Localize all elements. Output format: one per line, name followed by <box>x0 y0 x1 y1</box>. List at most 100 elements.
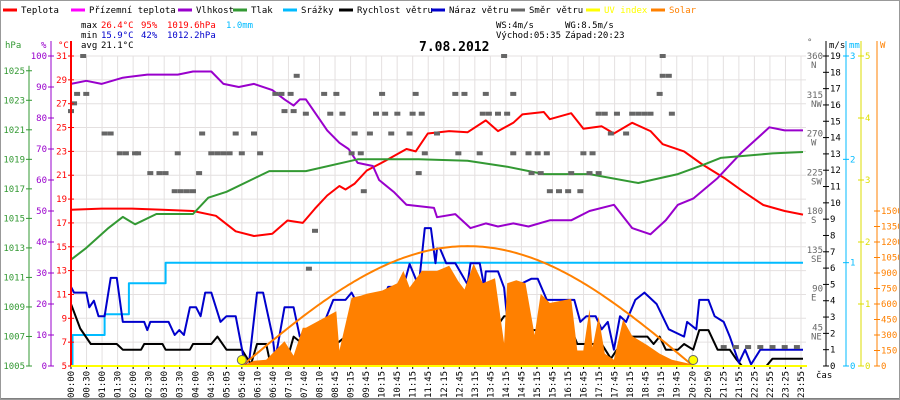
wind-direction-point <box>177 189 184 194</box>
legend-item: Směr větru <box>511 6 583 16</box>
legend-label: Tlak <box>251 6 273 16</box>
x-tick-label: 21:25 <box>719 371 729 398</box>
x-tick-label: 11:15 <box>409 371 419 398</box>
series-sr-ky-line <box>71 261 803 367</box>
direction-tick-value: 360 <box>807 52 823 62</box>
wind-direction-point <box>135 151 142 156</box>
stat-max-humidity: 95% <box>141 21 158 31</box>
stat-min-humidity: 42% <box>141 31 158 41</box>
wind-direction-point <box>510 151 517 156</box>
direction-tick-compass: SE <box>811 255 822 265</box>
uv-tick-label: 1 <box>865 300 870 310</box>
stat-min-label: min <box>81 31 97 41</box>
humidity-tick-label: 100 <box>31 52 47 62</box>
solar-tick-label: 1500 <box>881 207 900 217</box>
wind-direction-point <box>379 91 386 96</box>
wind-direction-point <box>101 131 108 136</box>
temperature-tick-label: 21 <box>56 171 67 181</box>
wind-direction-point <box>595 171 602 176</box>
stat-sunset: Západ:20:23 <box>565 31 625 41</box>
x-tick-label: 22:25 <box>750 371 760 398</box>
humidity-tick-label: 30 <box>36 269 47 279</box>
wind-tick-label: 8 <box>830 231 835 241</box>
x-tick-label: 23:55 <box>797 371 807 398</box>
wind-direction-point <box>568 171 575 176</box>
stat-max-pressure: 1019.6hPa <box>167 21 216 31</box>
temperature-tick-label: 15 <box>56 243 67 253</box>
x-tick-label: 19:15 <box>657 371 667 398</box>
wind-direction-point <box>501 54 508 58</box>
solar-tick-label: 1350 <box>881 223 900 233</box>
stat-sunrise: Východ:05:35 <box>496 31 561 41</box>
stat-min-temp: 15.9°C <box>101 31 134 41</box>
wind-direction-point <box>556 189 562 194</box>
wind-direction-point <box>504 111 511 116</box>
wind-direction-point <box>415 171 422 176</box>
wind-direction-point <box>732 345 739 350</box>
wind-direction-point <box>132 151 139 156</box>
legend-label: Teplota <box>21 6 59 16</box>
wind-direction-point <box>71 101 78 106</box>
wind-direction-point <box>479 111 486 116</box>
humidity-tick-label: 60 <box>36 176 47 186</box>
wind-direction-point <box>452 91 459 96</box>
stats-block: max 26.4°C 95% 1019.6hPa 1.0mm min 15.9°… <box>81 21 625 51</box>
temperature-tick-label: 31 <box>56 52 67 62</box>
wind-direction-point <box>601 111 608 116</box>
wind-direction-point <box>290 109 297 114</box>
direction-tick-compass: W <box>811 139 817 149</box>
wind-direction-point <box>580 151 587 156</box>
wind-direction-point <box>272 91 279 96</box>
stat-wind-gust: WG:8.5m/s <box>565 21 614 31</box>
uv-sun-marker <box>688 355 699 365</box>
wind-direction-point <box>757 345 764 350</box>
wind-direction-point <box>199 131 206 136</box>
wind-direction-point <box>647 111 654 116</box>
humidity-tick-label: 0 <box>42 362 47 372</box>
wind-direction-point <box>373 111 379 116</box>
legend-item: Náraz větru <box>431 6 509 16</box>
uv-tick-label: 5 <box>865 52 870 62</box>
temperature-tick-label: 29 <box>56 76 67 86</box>
x-tick-label: 06:40 <box>269 371 279 398</box>
x-tick-label: 13:15 <box>471 371 481 398</box>
wind-tick-label: 15 <box>830 117 841 127</box>
wind-direction-point <box>495 111 501 116</box>
wind-direction-point <box>793 345 800 350</box>
wind-direction-point <box>461 91 468 96</box>
temperature-tick-label: 5 <box>62 362 67 372</box>
wind-direction-point <box>382 111 389 116</box>
x-tick-label: 01:00 <box>98 371 108 398</box>
humidity-tick-label: 90 <box>36 83 47 93</box>
pressure-tick-label: 1021 <box>3 126 25 136</box>
stat-avg-temp: 21.1°C <box>101 41 134 51</box>
wind-direction-point <box>162 171 169 176</box>
wind-direction-point <box>321 91 328 96</box>
x-tick-label: 13:45 <box>486 371 496 398</box>
x-tick-label: 05:40 <box>238 371 248 398</box>
solar-theoretical-line <box>241 245 694 367</box>
x-tick-label: 03:00 <box>160 371 170 398</box>
pressure-tick-label: 1013 <box>3 244 25 254</box>
direction-tick-compass: NW <box>811 100 822 110</box>
wind-direction-point <box>659 54 666 58</box>
solar-tick-label: 300 <box>881 331 897 341</box>
wind-tick-label: 16 <box>830 101 841 111</box>
wind-direction-point <box>74 91 81 96</box>
direction-tick-value: 315 <box>807 91 823 101</box>
legend-label: Přízemní teplota <box>89 6 176 16</box>
wind-direction-point <box>232 131 239 136</box>
wind-tick-label: 9 <box>830 215 835 225</box>
x-tick-label: 10:45 <box>393 371 403 398</box>
legend-label: Směr větru <box>529 6 583 16</box>
wind-direction-point <box>659 73 666 78</box>
uv-tick-label: 0 <box>865 362 870 372</box>
wind-direction-point <box>589 151 596 156</box>
pressure-tick-label: 1015 <box>3 214 25 224</box>
wind-direction-point <box>720 345 727 350</box>
wind-direction-point <box>565 189 572 194</box>
humidity-axis-unit: % <box>41 41 47 51</box>
wind-direction-point <box>629 111 636 116</box>
wind-direction-point <box>302 111 309 116</box>
wind-tick-label: 3 <box>830 313 835 323</box>
